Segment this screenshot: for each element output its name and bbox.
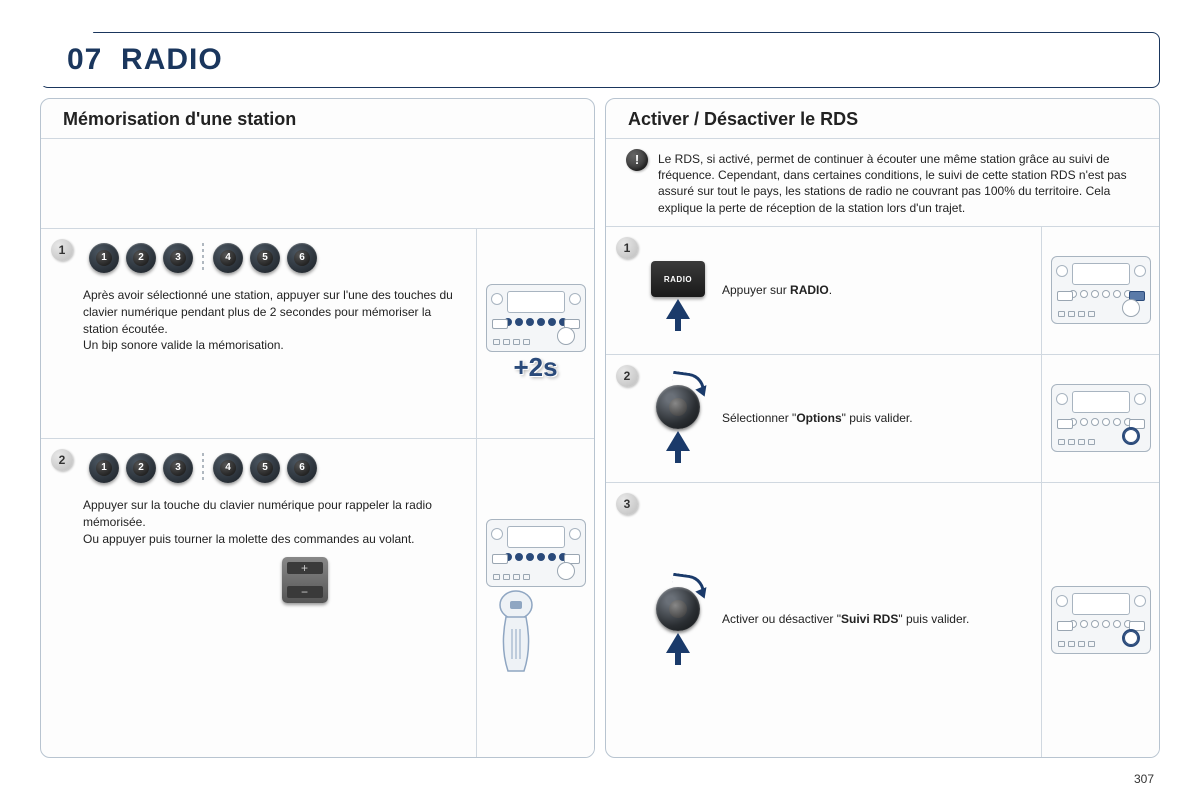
- preset-separator: [202, 453, 204, 483]
- step-text: Ou appuyer puis tourner la molette des c…: [83, 531, 466, 548]
- arrow-up-icon: [666, 633, 690, 653]
- right-step-3: 3 Activer ou désactiver "Suivi RDS" puis…: [606, 483, 1159, 757]
- preset-button: 1: [89, 243, 119, 273]
- radio-button-icon: RADIO: [648, 261, 708, 319]
- right-step-2: 2 Sélectionner "Options" puis valider.: [606, 355, 1159, 483]
- left-spacer: [41, 139, 594, 229]
- left-step-1: 1 1 2 3 4 5 6 Après avoir sélectionné un…: [41, 229, 594, 439]
- radio-unit-icon: [486, 284, 586, 352]
- section-number: 07: [67, 43, 102, 76]
- preset-button: 6: [287, 453, 317, 483]
- radio-unit-icon: [1051, 586, 1151, 654]
- section-title: RADIO: [121, 43, 223, 76]
- step-text: Appuyer sur RADIO.: [722, 282, 1031, 299]
- right-column: Activer / Désactiver le RDS ! Le RDS, si…: [605, 98, 1160, 758]
- step-badge: 2: [616, 365, 638, 387]
- radio-thumbnail: [1041, 483, 1159, 757]
- page-title-banner: 07 RADIO: [40, 32, 1160, 88]
- step-badge: 3: [616, 493, 638, 515]
- preset-button: 4: [213, 453, 243, 483]
- preset-button: 2: [126, 453, 156, 483]
- preset-button: 6: [287, 243, 317, 273]
- step-badge: 1: [616, 237, 638, 259]
- left-column: Mémorisation d'une station 1 1 2 3 4 5 6…: [40, 98, 595, 758]
- preset-button: 5: [250, 453, 280, 483]
- step-text: Activer ou désactiver "Suivi RDS" puis v…: [722, 611, 1031, 628]
- left-step-2: 2 1 2 3 4 5 6 Appuyer sur la touche du c…: [41, 439, 594, 757]
- preset-button: 2: [126, 243, 156, 273]
- left-heading: Mémorisation d'une station: [63, 109, 572, 130]
- alert-icon: !: [626, 149, 648, 171]
- preset-buttons-row: 1 2 3 4 5 6: [83, 453, 466, 483]
- preset-buttons-row: 1 2 3 4 5 6: [83, 243, 466, 273]
- step-text: Sélectionner "Options" puis valider.: [722, 410, 1031, 427]
- step-text: Un bip sonore valide la mémorisation.: [83, 337, 466, 354]
- info-callout: ! Le RDS, si activé, permet de continuer…: [606, 139, 1159, 227]
- preset-button: 4: [213, 243, 243, 273]
- duration-label: +2s: [486, 352, 586, 383]
- preset-separator: [202, 243, 204, 273]
- preset-button: 1: [89, 453, 119, 483]
- step-badge: 2: [51, 449, 73, 471]
- steering-stalk-icon: [486, 587, 546, 677]
- arrow-up-icon: [666, 431, 690, 451]
- preset-button: 3: [163, 243, 193, 273]
- radio-unit-icon: [1051, 256, 1151, 324]
- step-text: Après avoir sélectionné une station, app…: [83, 287, 466, 337]
- radio-unit-icon: [1051, 384, 1151, 452]
- step-badge: 1: [51, 239, 73, 261]
- right-heading-bar: Activer / Désactiver le RDS: [606, 99, 1159, 139]
- left-heading-bar: Mémorisation d'une station: [41, 99, 594, 139]
- right-heading: Activer / Désactiver le RDS: [628, 109, 1137, 130]
- steering-rocker-icon: + −: [282, 557, 328, 603]
- radio-thumbnail: [1041, 355, 1159, 482]
- step-text: Appuyer sur la touche du clavier numériq…: [83, 497, 466, 531]
- rotary-dial-icon: [648, 385, 708, 451]
- info-text: Le RDS, si activé, permet de continuer à…: [658, 149, 1143, 216]
- right-step-1: 1 RADIO Appuyer sur RADIO.: [606, 227, 1159, 355]
- radio-thumbnail: [1041, 227, 1159, 354]
- radio-unit-icon: [486, 519, 586, 587]
- preset-button: 5: [250, 243, 280, 273]
- page-number: 307: [1134, 772, 1154, 786]
- radio-thumbnail: +2s: [476, 229, 594, 438]
- preset-button: 3: [163, 453, 193, 483]
- rotary-dial-icon: [648, 587, 708, 653]
- radio-thumbnail: [476, 439, 594, 757]
- arrow-up-icon: [666, 299, 690, 319]
